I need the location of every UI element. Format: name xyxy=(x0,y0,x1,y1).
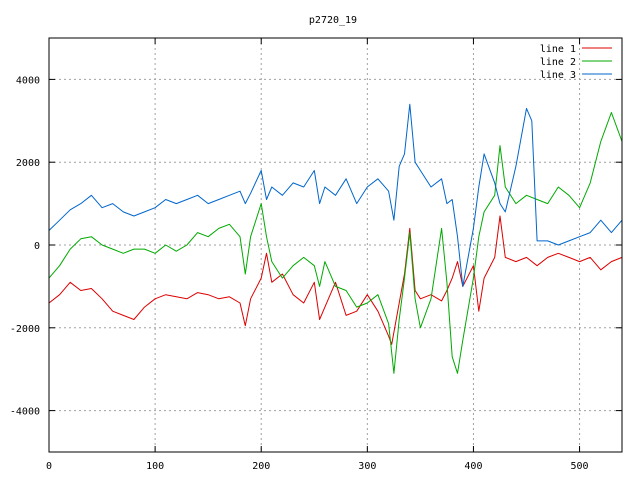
series-line-1 xyxy=(48,215,623,345)
y-tick-label: 4000 xyxy=(16,75,40,86)
x-tick-label: 200 xyxy=(252,461,270,472)
legend-label-2: line 2 xyxy=(540,57,576,68)
y-tick-label: -2000 xyxy=(10,324,40,335)
series-group xyxy=(48,103,623,374)
legend-label-3: line 3 xyxy=(540,70,576,81)
legend-label-1: line 1 xyxy=(540,44,576,55)
x-tick-label: 0 xyxy=(46,461,52,472)
series-line-3 xyxy=(48,103,623,287)
y-tick-label: -4000 xyxy=(10,407,40,418)
x-tick-label: 300 xyxy=(358,461,376,472)
y-tick-label: 2000 xyxy=(16,158,40,169)
legend: line 1 line 2 line 3 xyxy=(540,44,612,81)
x-tick-label: 100 xyxy=(146,461,164,472)
y-tick-label: 0 xyxy=(34,241,40,252)
grid-lines xyxy=(49,38,622,452)
axis-ticks: 0 100 200 300 400 500 -4000 -2000 0 2000 4000 xyxy=(10,38,622,472)
x-tick-label: 400 xyxy=(464,461,482,472)
series-line-2 xyxy=(48,112,623,374)
chart-title: p2720_19 xyxy=(309,15,357,26)
x-tick-label: 500 xyxy=(571,461,589,472)
